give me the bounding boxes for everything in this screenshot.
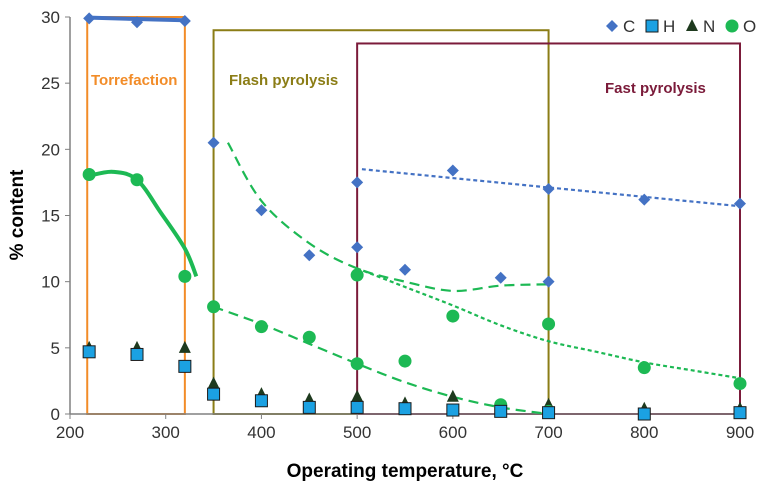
legend-label-c: C: [623, 17, 635, 36]
legend-marker-n: [686, 19, 698, 31]
x-tick-label: 400: [247, 423, 275, 442]
y-tick-label: 5: [51, 339, 60, 358]
data-point-h: [207, 387, 221, 401]
trend-lines-layer: [88, 15, 741, 416]
data-point-o: [207, 300, 221, 314]
data-point-c: [131, 16, 143, 29]
data-point-h: [82, 345, 96, 359]
region-label-torrefaction: Torrefaction: [91, 72, 177, 89]
data-point-c: [351, 176, 364, 189]
y-tick-label: 0: [51, 405, 60, 424]
data-point-c: [303, 249, 316, 262]
trend-line-o-dotted: [356, 267, 741, 380]
trend-line-c-dashed: [226, 142, 549, 293]
x-tick-label: 700: [534, 423, 562, 442]
trend-line-o-solid: [88, 169, 199, 278]
y-tick-label: 15: [41, 207, 60, 226]
data-point-h: [542, 406, 556, 420]
data-point-c: [351, 241, 364, 254]
y-tick-label: 30: [41, 8, 60, 27]
x-tick-label: 300: [152, 423, 180, 442]
legend-marker-c: [606, 20, 618, 32]
y-tick-label: 25: [41, 74, 60, 93]
x-axis-title: Operating temperature, °C: [287, 461, 524, 482]
data-point-h: [733, 406, 747, 420]
data-point-h: [637, 407, 651, 421]
y-tick-label: 10: [41, 273, 60, 292]
data-point-o: [254, 320, 268, 334]
data-point-c: [494, 271, 507, 284]
y-axis-title: % content: [7, 169, 28, 260]
x-tick-label: 900: [726, 423, 754, 442]
data-point-h: [254, 394, 268, 408]
data-point-c: [542, 275, 555, 288]
data-point-c: [255, 204, 268, 217]
data-point-c: [207, 136, 220, 149]
data-point-o: [350, 268, 364, 282]
legend-label-n: N: [703, 17, 715, 36]
data-point-c: [734, 197, 746, 210]
data-point-o: [350, 357, 364, 371]
x-tick-label: 800: [630, 423, 658, 442]
data-point-n: [446, 389, 459, 402]
data-point-c: [446, 164, 459, 177]
data-point-c: [83, 12, 96, 25]
data-point-o: [446, 309, 460, 323]
legend-label-h: H: [663, 17, 675, 36]
data-point-o: [82, 167, 96, 181]
data-point-c: [542, 183, 555, 196]
data-point-h: [494, 404, 508, 418]
data-point-c: [178, 14, 191, 27]
data-point-c: [399, 263, 411, 276]
x-tick-label: 500: [343, 423, 371, 442]
data-point-n: [207, 376, 220, 389]
legend-label-o: O: [743, 17, 756, 36]
region-label-flash-pyrolysis: Flash pyrolysis: [229, 72, 338, 89]
data-point-h: [178, 359, 192, 373]
data-point-c: [638, 193, 651, 206]
data-point-o: [637, 361, 651, 375]
data-points-layer: [82, 12, 747, 421]
data-point-o: [178, 269, 192, 283]
data-point-n: [351, 389, 364, 402]
data-point-o: [542, 317, 556, 331]
data-point-h: [446, 403, 460, 417]
data-point-h: [130, 347, 144, 361]
legend-marker-o: [725, 19, 739, 33]
data-point-h: [302, 400, 316, 414]
legend-marker-h: [645, 19, 659, 33]
data-point-n: [178, 340, 191, 353]
data-point-o: [733, 377, 747, 391]
x-tick-label: 200: [56, 423, 84, 442]
data-point-o: [398, 354, 412, 368]
data-point-o: [130, 173, 144, 187]
x-tick-label: 600: [439, 423, 467, 442]
data-point-h: [398, 402, 412, 416]
data-point-o: [302, 330, 316, 344]
region-label-fast-pyrolysis: Fast pyrolysis: [605, 80, 706, 97]
regions-layer: Torrefaction Flash pyrolysis Fast pyrolysi…: [86, 16, 741, 415]
data-point-h: [350, 400, 364, 414]
y-tick-label: 20: [41, 140, 60, 159]
